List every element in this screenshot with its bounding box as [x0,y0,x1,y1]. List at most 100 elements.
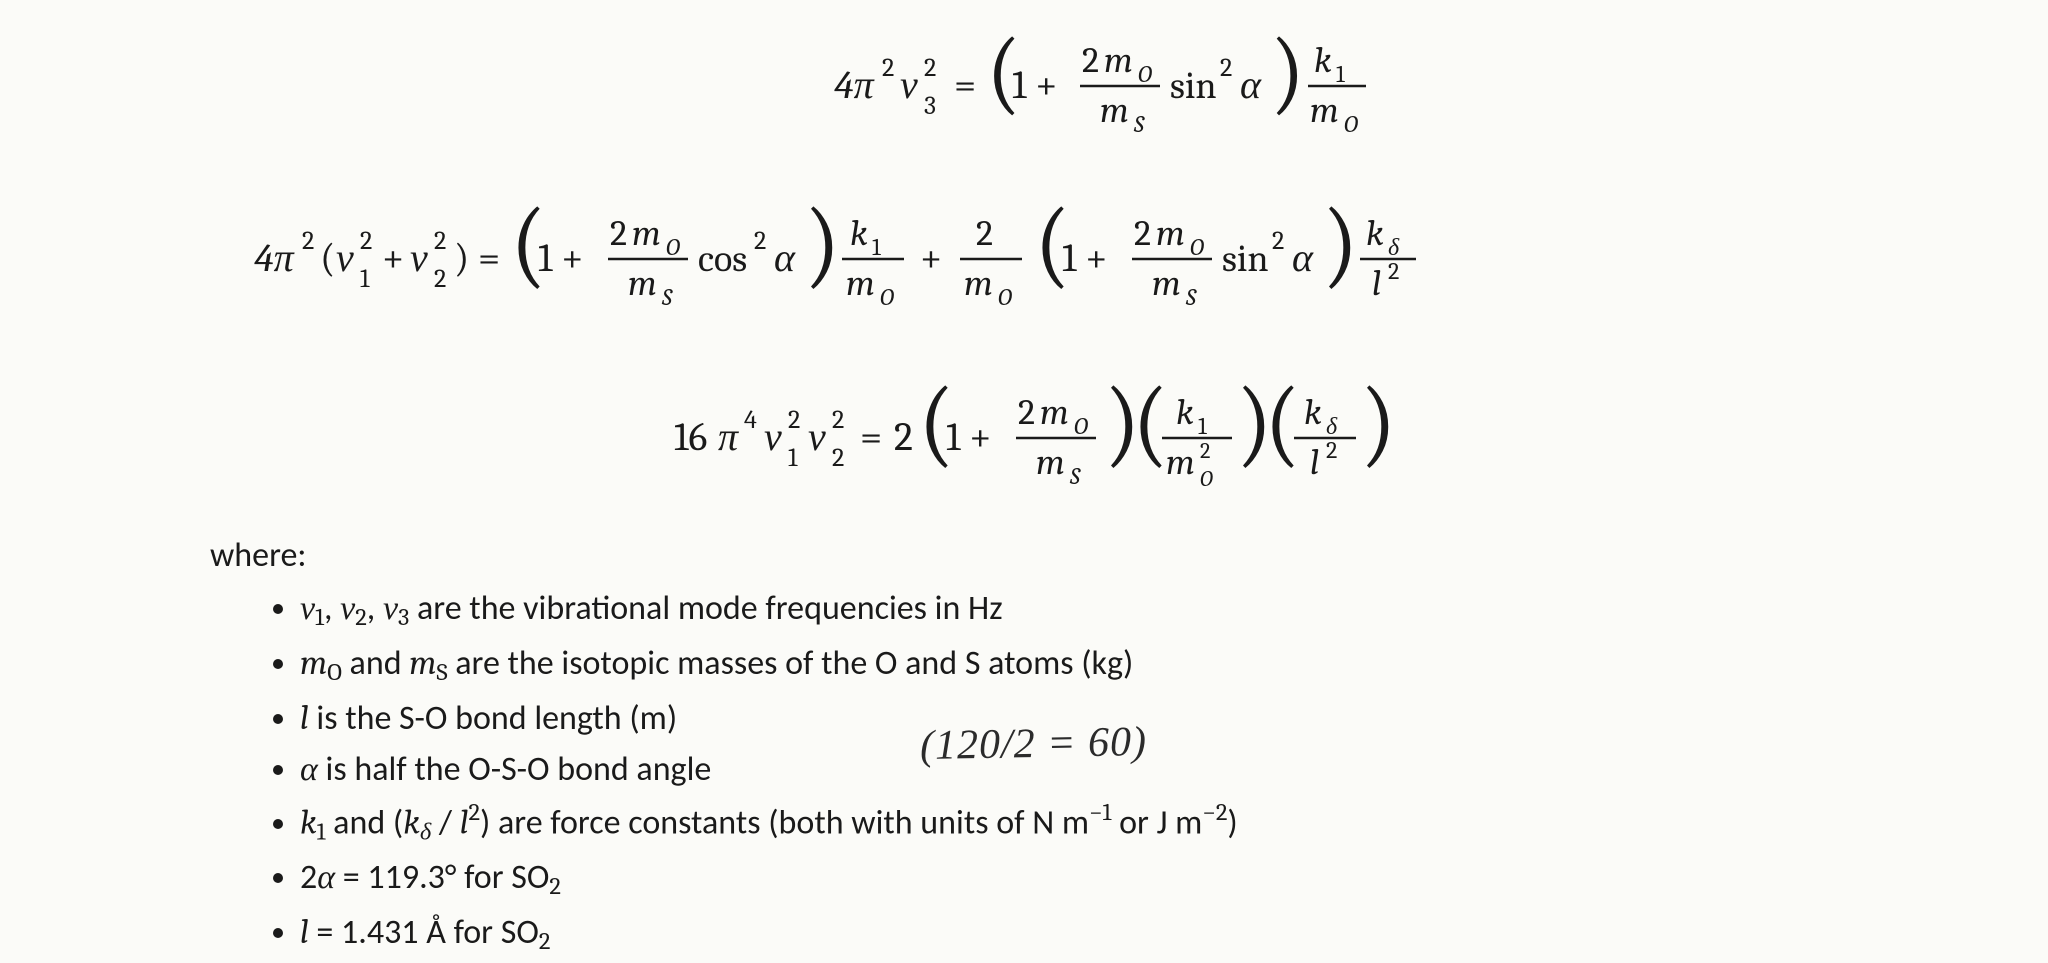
svg-text:O: O [1074,412,1088,440]
svg-text:k: k [850,213,868,254]
svg-text:m: m [964,263,993,304]
svg-text:1: 1 [788,443,798,473]
svg-text:O: O [1344,110,1358,138]
svg-text:cos: cos [698,237,747,281]
svg-text:O: O [1190,233,1204,261]
svg-text:2: 2 [788,405,800,435]
svg-text:2: 2 [1018,392,1035,433]
svg-text:m: m [1152,263,1181,304]
equation-2: 4π 2 ( ν 2 1 + ν 2 2 ) = ( 1 + 2 m O m [180,189,1948,334]
bullet-6-text: = 119.3° for SO [335,857,549,898]
svg-text:O: O [1200,466,1213,492]
svg-text:2: 2 [1200,438,1210,464]
svg-text:α: α [1292,235,1314,281]
bullet-1-text: are the vibrational mode frequencies in … [409,588,1002,629]
nu1-symbol: ν [300,588,315,628]
svg-text:2: 2 [894,414,913,460]
svg-text:ν: ν [336,235,354,281]
svg-text:2: 2 [360,226,372,256]
svg-text:S: S [1133,110,1145,138]
handwritten-annotation: (120/2 = 60) [920,718,1148,770]
svg-text:O: O [666,233,680,261]
svg-text:l: l [1310,442,1319,483]
svg-text:S: S [661,283,673,311]
svg-text:m: m [1156,213,1185,254]
svg-text:2: 2 [434,264,446,294]
svg-text:2: 2 [1134,213,1151,254]
bullet-2-text: are the isotopic masses of the O and S a… [448,643,1134,684]
svg-text:m: m [1310,90,1339,131]
svg-text:1 +: 1 + [946,414,991,460]
svg-text:(: ( [1264,368,1301,478]
svg-text:2: 2 [610,213,627,254]
svg-text:): ) [454,235,469,281]
k1-symbol: k [300,803,317,843]
svg-text:2: 2 [754,226,766,256]
svg-text:α: α [1240,62,1262,108]
svg-text:3: 3 [924,91,936,121]
svg-text:(: ( [1132,368,1169,478]
svg-text:ν: ν [410,235,428,281]
bullet-force-constants: k1 and (kδ / l2) are force constants (bo… [300,796,1948,851]
svg-text:k: k [1314,40,1332,81]
svg-text:2: 2 [1082,40,1099,81]
where-bullet-list: ν1, ν2, ν3 are the vibrational mode freq… [300,584,1948,960]
svg-text:2: 2 [924,53,936,83]
svg-text:O: O [998,283,1012,311]
svg-text:(: ( [320,235,335,281]
bullet-5-text: ) are force constants (both with units o… [480,803,1089,844]
svg-text:m: m [1036,442,1065,483]
svg-text:m: m [628,263,657,304]
kdelta-symbol: k [403,803,420,843]
svg-text:+: + [920,235,942,281]
mS-symbol: m [409,643,436,683]
svg-text:2: 2 [1388,257,1399,285]
svg-text:=: = [860,414,882,460]
svg-text:O: O [1138,60,1152,88]
svg-text:1 +: 1 + [1062,235,1107,281]
svg-text:4: 4 [744,405,757,435]
mO-symbol: m [300,643,327,683]
where-label: where: [210,531,1948,580]
svg-text:): ) [1270,20,1305,125]
nu3-symbol: ν [383,588,398,628]
bullet-3-text: is the S-O bond length (m) [309,698,677,739]
bullet-nu-frequencies: ν1, ν2, ν3 are the vibrational mode freq… [300,584,1948,637]
svg-text:ν: ν [900,62,918,108]
alpha-symbol: α [300,749,318,789]
svg-text:4π: 4π [254,235,295,281]
svg-text:1 +: 1 + [1012,62,1057,108]
svg-text:m: m [632,213,661,254]
bullet-masses: mO and mS are the isotopic masses of the… [300,639,1948,692]
svg-text:4π: 4π [834,62,875,108]
document-page: 4π 2 ν 2 3 = ( 1 + 2 m O m S sin 2 α [0,0,2048,963]
svg-text:): ) [804,189,841,299]
svg-text:2: 2 [434,226,446,256]
svg-text:sin: sin [1170,64,1217,108]
svg-text:): ) [1360,368,1397,478]
svg-text:2: 2 [1220,53,1232,83]
svg-text:m: m [1100,90,1129,131]
svg-text:k: k [1176,392,1194,433]
svg-text:l: l [1372,263,1381,304]
svg-text:=: = [954,62,976,108]
svg-text:ν: ν [808,414,826,460]
svg-text:k: k [1366,213,1384,254]
svg-text:2: 2 [1272,226,1284,256]
svg-text:1: 1 [1336,60,1345,88]
svg-text:m: m [1104,40,1133,81]
bullet-4-text: is half the O-S-O bond angle [318,749,711,790]
svg-text:=: = [478,235,500,281]
bullet-l-value: l = 1.431 Å for SO2 [300,908,1948,961]
svg-text:2: 2 [1326,436,1337,464]
svg-text:2: 2 [882,53,894,83]
svg-text:k: k [1304,392,1322,433]
svg-text:ν: ν [764,414,782,460]
nu2-symbol: ν [340,588,355,628]
equation-3: 16 π 4 ν 2 1 ν 2 2 = 2 ( 1 + 2 m O m S [180,368,1948,513]
l-symbol-2: l [300,912,309,952]
svg-text:): ) [1322,189,1359,299]
bullet-7-text: = 1.431 Å for SO [309,912,539,953]
bullet-2alpha-value: 2α = 119.3° for SO2 [300,853,1948,906]
svg-text:S: S [1069,462,1081,490]
